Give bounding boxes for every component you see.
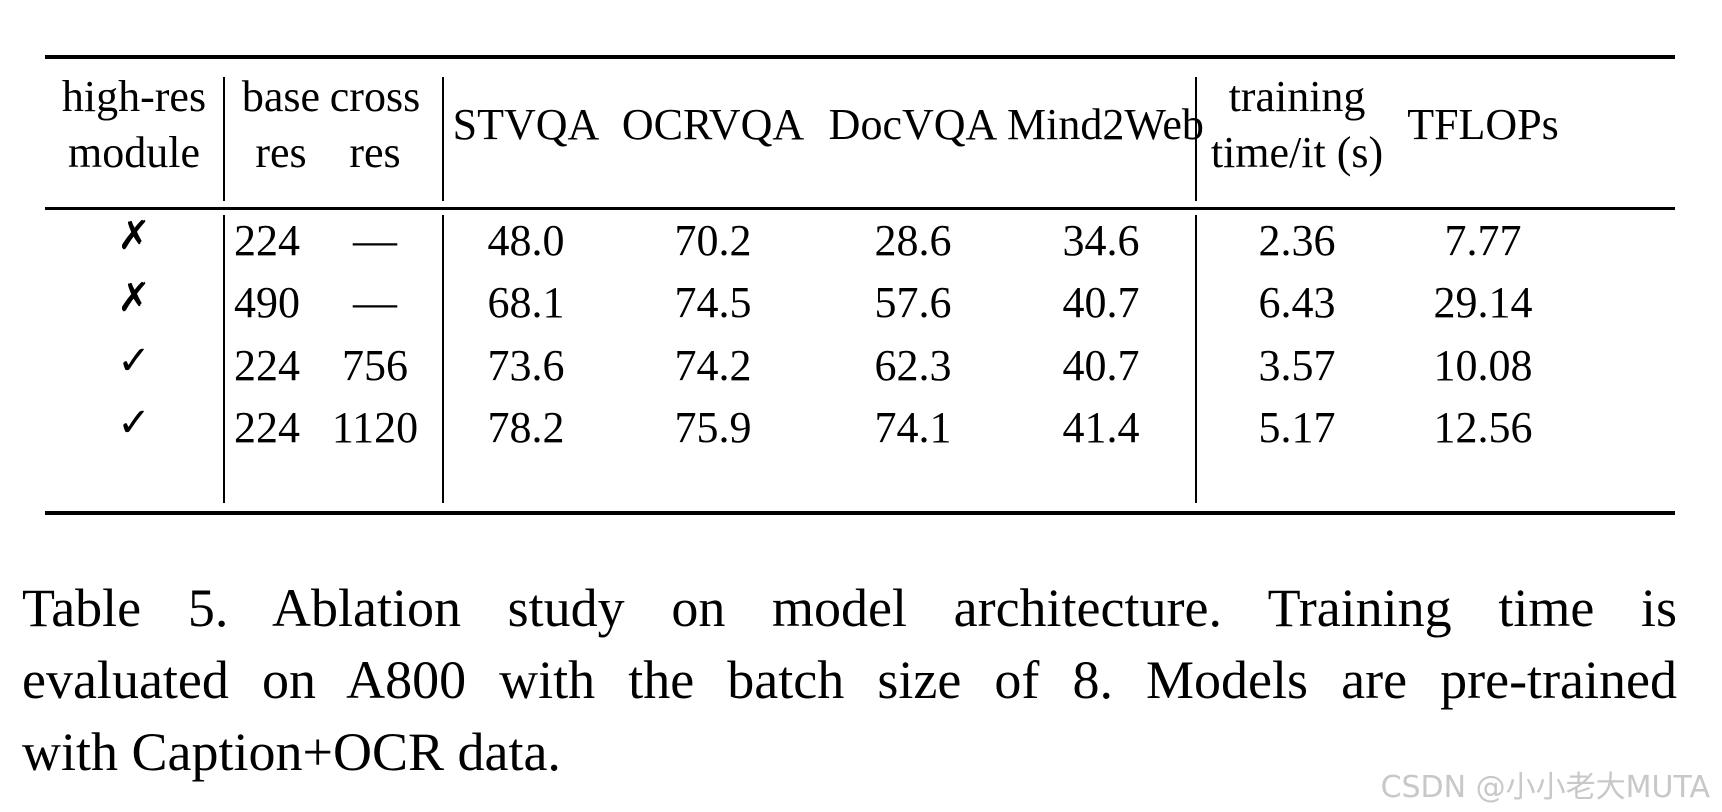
table-row-1-tflops: 7.77 [1444, 216, 1522, 265]
table-row-4-docvqa: 74.1 [874, 403, 952, 452]
header-cross-res-line2: res [349, 128, 401, 177]
table-row-2-mind2web: 40.7 [1062, 278, 1140, 327]
table-row-4-ocrvqa: 75.9 [674, 403, 752, 452]
table-row-1-ocrvqa: 70.2 [674, 216, 752, 265]
header-stvqa: STVQA [452, 100, 600, 149]
table-divider-module-header [223, 77, 225, 201]
caption-line-1: Table 5. Ablation study on model archite… [22, 578, 1677, 638]
table-row-4-stvqa: 78.2 [487, 403, 565, 452]
table-row-1-high-res-mark: ✗ [117, 213, 151, 259]
table-row-3-docvqa: 62.3 [874, 341, 952, 390]
table-row-3-training-time: 3.57 [1258, 341, 1336, 390]
table-row-2-docvqa: 57.6 [874, 278, 952, 327]
table-row-2-tflops: 29.14 [1433, 278, 1533, 327]
table-row-4-mind2web: 41.4 [1062, 403, 1140, 452]
table-row-1-docvqa: 28.6 [874, 216, 952, 265]
caption-line-2: evaluated on A800 with the batch size of… [22, 650, 1677, 710]
header-high-res-line2: module [68, 128, 200, 177]
header-tflops: TFLOPs [1407, 100, 1559, 149]
table-row-2-cross-res: — [353, 278, 397, 327]
table-top-rule [45, 55, 1675, 59]
table-bottom-rule [45, 511, 1675, 515]
table-row-3-base-res: 224 [234, 341, 300, 390]
table-row-2-training-time: 6.43 [1258, 278, 1336, 327]
csdn-watermark: CSDN @小小老大MUTA [1380, 770, 1710, 805]
header-training-line2: time/it (s) [1210, 128, 1384, 177]
table-row-4-training-time: 5.17 [1258, 403, 1336, 452]
table-row-1-cross-res: — [353, 216, 397, 265]
table-row-1-base-res: 224 [234, 216, 300, 265]
header-docvqa: DocVQA [828, 100, 998, 149]
header-training-line1: training [1228, 72, 1366, 121]
table-row-2-stvqa: 68.1 [487, 278, 565, 327]
table-caption: Table 5. Ablation study on model archite… [22, 572, 1677, 788]
table-row-1-training-time: 2.36 [1258, 216, 1336, 265]
table-row-1-mind2web: 34.6 [1062, 216, 1140, 265]
header-mind2web: Mind2Web [1007, 100, 1204, 149]
ablation-table: high-res module base res cross res STVQA… [45, 55, 1675, 515]
table-row-4-base-res: 224 [234, 403, 300, 452]
table-divider-results-header [1195, 77, 1197, 201]
table-row-4-cross-res: 1120 [331, 403, 419, 452]
caption-line-3: with Caption+OCR data. [22, 722, 561, 782]
table-divider-res-body [442, 215, 444, 503]
table-row-3-mind2web: 40.7 [1062, 341, 1140, 390]
table-row-2-base-res: 490 [234, 278, 300, 327]
table-row-1-stvqa: 48.0 [487, 216, 565, 265]
table-row-2-ocrvqa: 74.5 [674, 278, 752, 327]
table-row-3-tflops: 10.08 [1433, 341, 1533, 390]
header-base-res-line1: base [241, 72, 321, 121]
table-divider-results-body [1195, 215, 1197, 503]
header-base-res-line2: res [255, 128, 307, 177]
table-row-4-tflops: 12.56 [1433, 403, 1533, 452]
header-high-res-line1: high-res [61, 72, 207, 121]
header-ocrvqa: OCRVQA [621, 100, 805, 149]
table-row-3-ocrvqa: 74.2 [674, 341, 752, 390]
table-divider-module-body [223, 215, 225, 503]
table-header-rule [45, 207, 1675, 210]
table-row-3-stvqa: 73.6 [487, 341, 565, 390]
table-row-3-high-res-mark: ✓ [117, 338, 151, 384]
table-divider-res-header [442, 77, 444, 201]
table-row-4-high-res-mark: ✓ [117, 400, 151, 446]
header-cross-res-line1: cross [329, 72, 421, 121]
table-row-3-cross-res: 756 [342, 341, 408, 390]
table-row-2-high-res-mark: ✗ [117, 275, 151, 321]
